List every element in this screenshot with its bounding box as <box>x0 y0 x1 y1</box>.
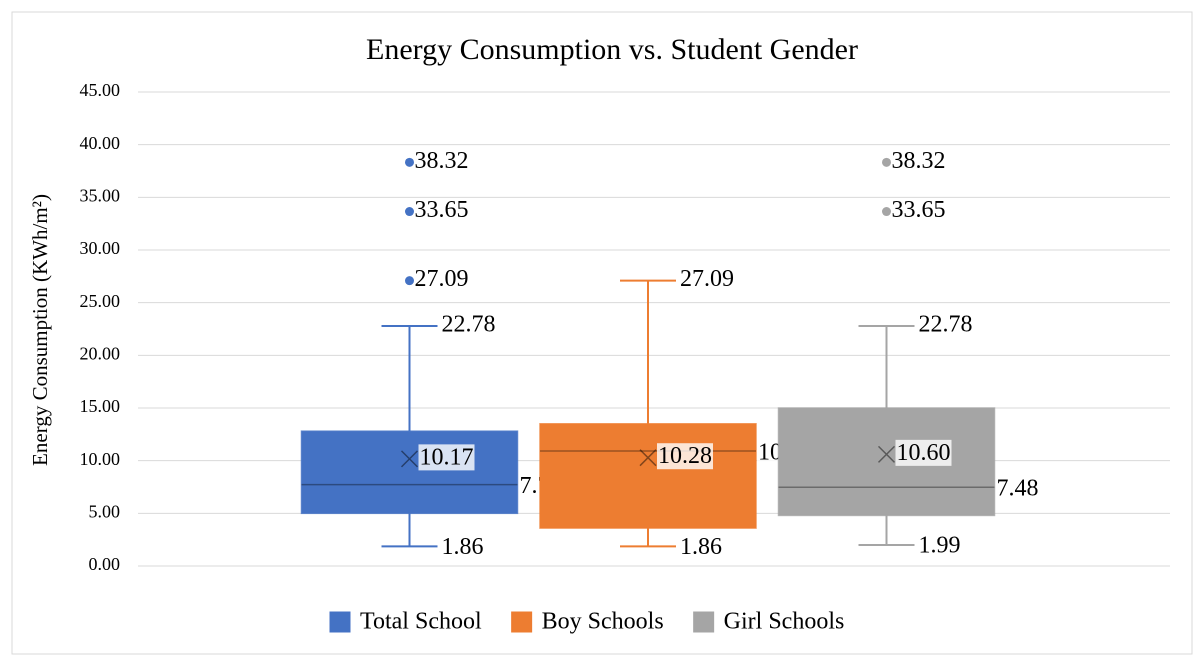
data-label: 7.48 <box>997 476 1039 502</box>
y-tick-label: 5.00 <box>89 501 121 521</box>
label-background <box>995 475 1040 502</box>
box <box>777 407 996 517</box>
data-label: 38.32 <box>892 148 946 174</box>
y-axis-label: Energy Consumption (KWh/m²) <box>28 194 52 466</box>
data-label: 1.86 <box>442 534 484 560</box>
data-label: 27.09 <box>680 266 734 292</box>
legend-label: Girl Schools <box>724 609 845 635</box>
y-tick-label: 30.00 <box>80 238 121 258</box>
outlier <box>882 207 891 217</box>
legend-label: Total School <box>360 609 482 635</box>
outlier <box>405 276 414 286</box>
label-background <box>657 443 713 470</box>
data-label: 33.65 <box>892 197 946 223</box>
data-label: 33.65 <box>415 197 469 223</box>
legend-swatch <box>511 611 533 633</box>
mean-marker <box>877 445 896 463</box>
data-label: 38.32 <box>415 148 469 174</box>
y-tick-label: 10.00 <box>80 449 121 469</box>
label-background <box>895 439 952 466</box>
data-label: 22.78 <box>442 312 496 338</box>
y-tick-label: 40.00 <box>80 133 121 153</box>
chart-title: Energy Consumption vs. Student Gender <box>366 33 858 66</box>
y-tick-label: 35.00 <box>80 185 121 205</box>
data-label: 27.09 <box>415 266 469 292</box>
y-tick-label: 20.00 <box>80 343 121 363</box>
outlier <box>405 207 414 217</box>
data-label: 10.17 <box>420 444 474 470</box>
y-tick-label: 15.00 <box>80 396 121 416</box>
box <box>300 430 519 515</box>
data-label: 1.86 <box>680 534 722 560</box>
label-background <box>418 444 475 471</box>
legend-swatch <box>693 611 715 633</box>
data-label: 10.60 <box>897 440 951 466</box>
y-tick-label: 25.00 <box>80 291 121 311</box>
mean-marker <box>400 450 419 468</box>
data-label: 10.28 <box>658 443 712 469</box>
legend-label: Boy Schools <box>542 609 664 635</box>
outlier <box>882 157 891 167</box>
mean-marker <box>639 449 657 467</box>
box <box>539 423 757 529</box>
y-tick-label: 45.00 <box>80 80 121 100</box>
legend-swatch <box>329 611 351 633</box>
chart-border <box>11 11 1193 655</box>
outlier <box>405 157 414 167</box>
data-label: 1.99 <box>919 533 961 559</box>
data-label: 22.78 <box>919 312 973 338</box>
y-tick-label: 0.00 <box>89 554 121 574</box>
